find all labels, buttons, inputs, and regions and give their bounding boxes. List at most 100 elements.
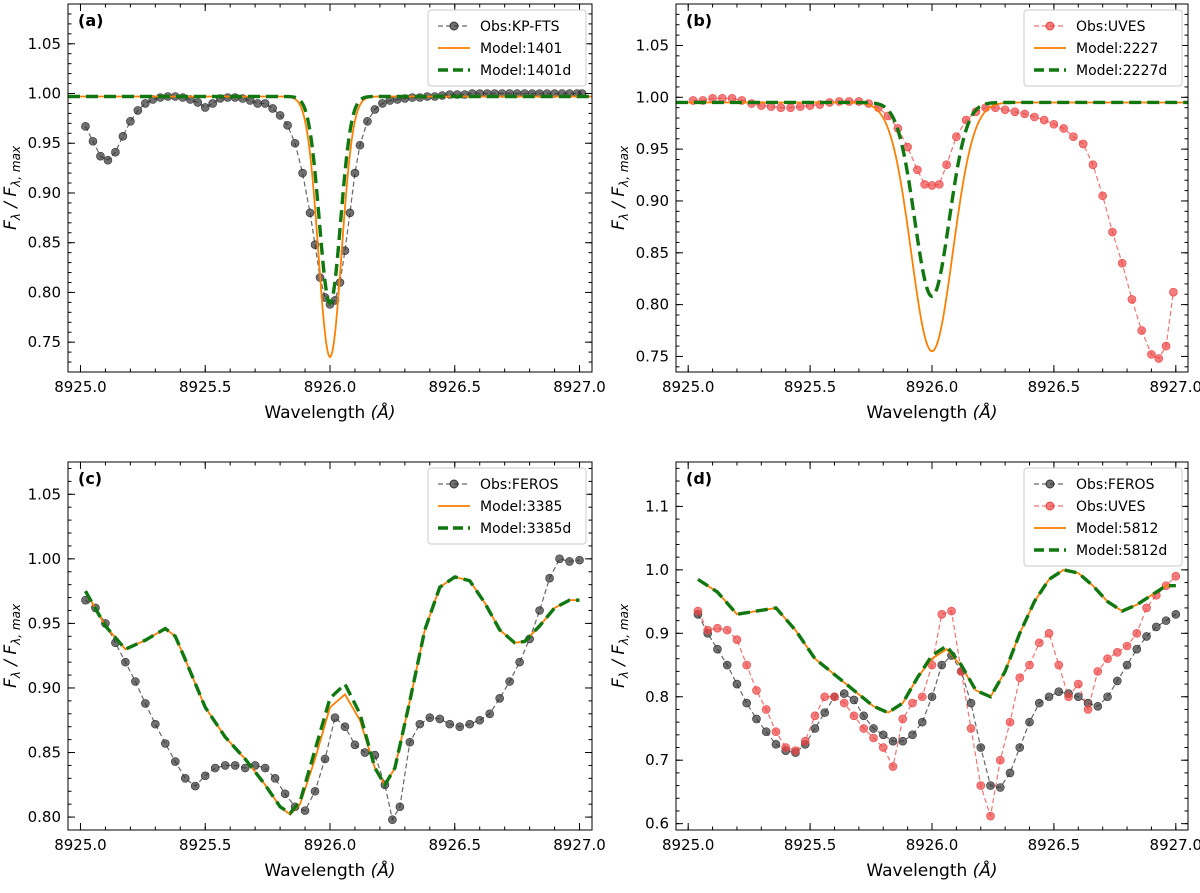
- x-tick-label: 8927.0: [553, 378, 606, 396]
- series-obs-uves-line: [693, 97, 1174, 360]
- x-tick-label: 8925.0: [662, 378, 715, 396]
- data-point: [1152, 622, 1161, 632]
- data-point: [917, 717, 927, 727]
- x-axis-label-text: Wavelength: [866, 403, 972, 423]
- data-point: [133, 106, 143, 115]
- y-label-f: F: [1, 220, 21, 230]
- data-point: [935, 180, 944, 189]
- data-point: [1020, 109, 1029, 119]
- y-label-sub: λ: [9, 671, 23, 679]
- data-point: [937, 660, 947, 670]
- series-model-3385d-line: [83, 575, 580, 816]
- data-point: [455, 722, 465, 732]
- y-label-mid: / F: [1, 187, 21, 214]
- data-point: [1117, 258, 1127, 268]
- data-point: [260, 763, 270, 773]
- data-point: [330, 713, 340, 722]
- y-label-sub: λ, max: [9, 603, 23, 646]
- data-point: [200, 103, 210, 112]
- data-point: [350, 740, 360, 750]
- data-point: [171, 757, 180, 766]
- data-point: [742, 698, 752, 708]
- data-point: [771, 727, 781, 736]
- data-point: [340, 722, 350, 732]
- series-obs-feros-line: [85, 558, 580, 822]
- legend-box: [427, 9, 587, 87]
- x-tick-label: 8927.0: [1150, 836, 1200, 854]
- y-label-sub: λ, max: [617, 145, 631, 188]
- data-point: [1127, 295, 1137, 304]
- data-point: [908, 698, 917, 708]
- data-point: [1073, 692, 1083, 702]
- data-point: [355, 140, 365, 150]
- data-point: [820, 708, 830, 717]
- data-point: [761, 705, 771, 714]
- y-tick-label: 1.0: [645, 561, 669, 579]
- data-point: [1005, 717, 1015, 727]
- data-point: [88, 136, 98, 146]
- data-point: [193, 98, 203, 107]
- data-point: [1030, 112, 1039, 122]
- y-label-sub: λ: [617, 671, 631, 679]
- x-tick-label: 8925.5: [179, 836, 232, 854]
- data-point: [230, 761, 240, 770]
- data-point: [820, 692, 830, 702]
- data-point: [185, 95, 195, 104]
- y-label-f: F: [1, 678, 21, 688]
- y-tick-label: 0.9: [645, 624, 669, 642]
- data-point: [913, 165, 922, 175]
- y-axis-label: Fλ / Fλ, max: [609, 145, 631, 230]
- data-point: [220, 761, 230, 770]
- data-point: [771, 740, 781, 749]
- x-tick-label: 8926.5: [429, 836, 482, 854]
- series-model-2227d: [676, 100, 1188, 299]
- data-point: [345, 208, 355, 218]
- data-point: [305, 208, 315, 218]
- data-point: [415, 719, 425, 729]
- data-point: [898, 714, 908, 724]
- legend-entry: Model:5812d: [1034, 543, 1167, 559]
- legend-label: Obs:FEROS: [1076, 477, 1155, 493]
- data-point: [859, 711, 869, 721]
- data-point: [210, 763, 220, 773]
- data-point: [898, 736, 908, 746]
- data-point: [722, 625, 732, 635]
- data-point: [378, 99, 387, 108]
- data-point: [1137, 326, 1146, 335]
- data-point: [405, 737, 415, 747]
- legend-box: [1023, 9, 1183, 87]
- data-point: [732, 679, 742, 689]
- series-obs-uves-line: [697, 575, 1177, 817]
- data-point: [752, 714, 761, 724]
- x-tick-label: 8926.0: [906, 836, 959, 854]
- data-point: [515, 657, 524, 667]
- data-point: [1034, 698, 1044, 708]
- data-point: [947, 606, 956, 616]
- data-point: [1142, 603, 1151, 613]
- legend: Obs:FEROS Model:3385 Model:3385d: [427, 467, 587, 545]
- legend-label: Obs:UVES: [1076, 19, 1146, 35]
- legend-swatch-marker: [1045, 501, 1055, 511]
- data-point: [118, 131, 128, 141]
- data-point: [253, 99, 262, 108]
- data-point: [260, 99, 270, 108]
- data-point: [927, 692, 937, 702]
- data-point: [1113, 648, 1122, 657]
- y-label-sub: λ, max: [617, 603, 631, 646]
- data-point: [810, 711, 820, 721]
- data-point: [370, 105, 380, 114]
- legend-label: Model:2227: [1076, 41, 1158, 57]
- y-tick-label: 0.80: [636, 296, 669, 314]
- data-point: [465, 719, 475, 729]
- y-tick-label: 0.85: [28, 234, 61, 252]
- data-point: [849, 695, 859, 705]
- legend-label: Model:1401d: [480, 63, 571, 79]
- y-tick-label: 0.95: [636, 140, 669, 158]
- y-tick-label: 0.7: [645, 751, 669, 769]
- panel-d: 8925.0 8925.5 8926.0 8926.5 8927.0 0.6 0.7 0.8 0…: [609, 461, 1200, 881]
- data-point: [1039, 115, 1049, 125]
- data-point: [435, 714, 445, 724]
- data-point: [791, 746, 800, 755]
- data-point: [1015, 743, 1025, 752]
- data-point: [937, 609, 947, 619]
